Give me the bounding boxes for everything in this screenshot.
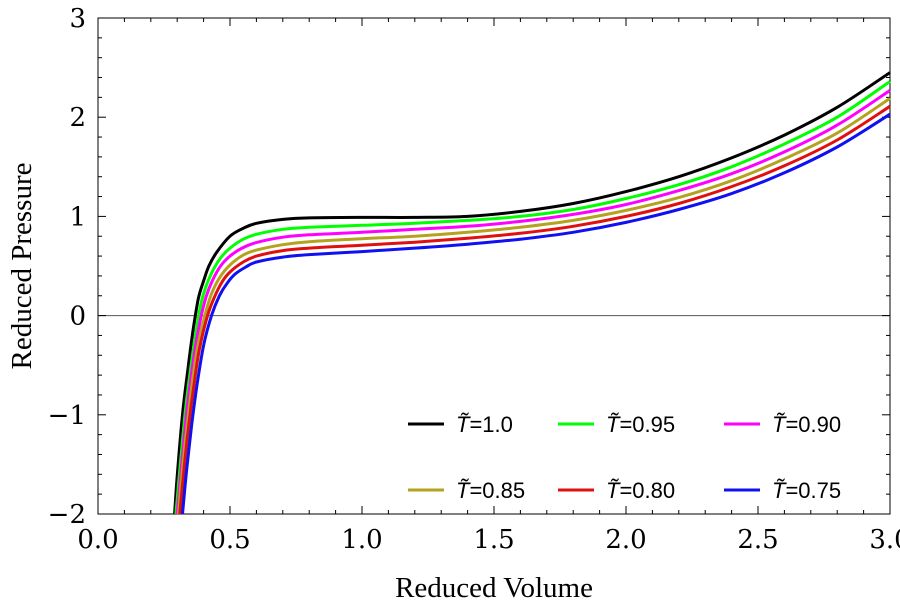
y-tick-label: −1 xyxy=(48,401,86,431)
tick-marks: 0.0 0.5 1.0 1.5 2.0 2.5 3.0 −2 −1 0 1 2 3 xyxy=(48,4,900,555)
legend-label-5: T̃=0.75 xyxy=(772,478,841,503)
legend-symbol: T̃ xyxy=(606,478,621,503)
legend-symbol: T̃ xyxy=(606,412,621,437)
legend-symbol: T̃ xyxy=(456,412,471,437)
legend-symbol: T̃ xyxy=(456,478,471,503)
y-tick-label: 0 xyxy=(69,302,86,332)
legend-label-0: T̃=1.0 xyxy=(456,412,513,437)
x-tick-label: 2.5 xyxy=(737,525,778,555)
x-tick-label: 1.0 xyxy=(341,525,382,555)
x-axis-title: Reduced Volume xyxy=(395,572,593,604)
legend-label-4: T̃=0.80 xyxy=(606,478,675,503)
y-tick-label: −2 xyxy=(48,500,86,530)
y-tick-label: 2 xyxy=(69,103,86,133)
x-tick-label: 2.0 xyxy=(605,525,646,555)
legend-label-1: T̃=0.95 xyxy=(606,412,675,437)
y-axis-title: Reduced Pressure xyxy=(6,163,38,370)
legend-value: =0.80 xyxy=(619,478,675,503)
series-line-4 xyxy=(178,105,891,515)
legend-symbol: T̃ xyxy=(772,412,787,437)
series-line-3 xyxy=(177,97,891,515)
legend-value: =0.85 xyxy=(469,478,525,503)
series-line-5 xyxy=(181,112,891,515)
legend-label-3: T̃=0.85 xyxy=(456,478,525,503)
x-tick-label: 0.5 xyxy=(209,525,250,555)
legend-value: =0.90 xyxy=(785,412,841,437)
legend-value: =1.0 xyxy=(469,412,512,437)
series-line-2 xyxy=(175,89,891,515)
legend-symbol: T̃ xyxy=(772,478,787,503)
x-tick-label: 3.0 xyxy=(869,525,900,555)
y-tick-label: 3 xyxy=(69,4,86,34)
legend-label-2: T̃=0.90 xyxy=(772,412,841,437)
series-line-0 xyxy=(173,71,891,515)
legend-value: =0.75 xyxy=(785,478,841,503)
x-tick-label: 1.5 xyxy=(473,525,514,555)
series-line-1 xyxy=(174,80,891,515)
x-tick-label: 0.0 xyxy=(77,525,118,555)
series-curves xyxy=(173,71,891,515)
y-tick-label: 1 xyxy=(69,202,86,232)
legend-value: =0.95 xyxy=(619,412,675,437)
legend: T̃=1.0 T̃=0.95 T̃=0.90T̃=0.85 T̃=0.80 T̃=0.7… xyxy=(408,412,841,503)
